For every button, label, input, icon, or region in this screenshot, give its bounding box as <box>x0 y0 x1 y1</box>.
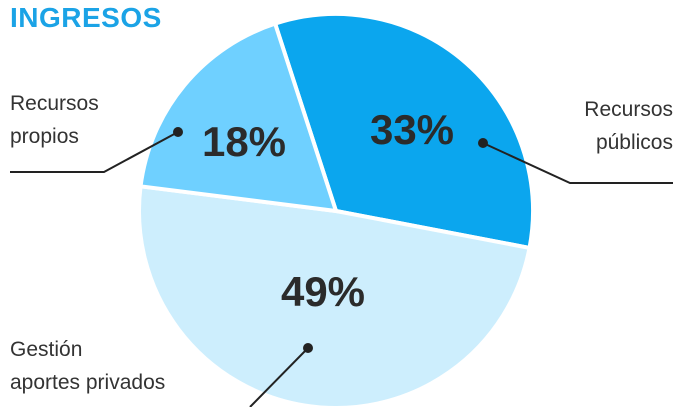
leader-dot <box>173 127 183 137</box>
chart-title: INGRESOS <box>10 2 162 33</box>
pie-slice <box>272 12 535 251</box>
value-label: 33% <box>370 106 454 153</box>
leader-line <box>482 142 673 184</box>
category-label: Gestión aportes privados <box>10 338 166 394</box>
leader-dot <box>478 138 488 148</box>
pie-slice <box>137 184 532 407</box>
slices <box>137 12 535 407</box>
dots <box>173 127 488 353</box>
leader-line <box>249 347 309 407</box>
value-labels: 33% 49% 18% <box>202 106 454 315</box>
leader-line <box>10 131 179 173</box>
leader-dot <box>303 343 313 353</box>
pie-slice <box>138 21 339 214</box>
leaders <box>10 131 673 407</box>
value-label: 18% <box>202 118 286 165</box>
category-label: Recursos propios <box>10 92 99 148</box>
value-label: 49% <box>281 268 365 315</box>
category-label: Recursos públicos <box>584 98 673 154</box>
